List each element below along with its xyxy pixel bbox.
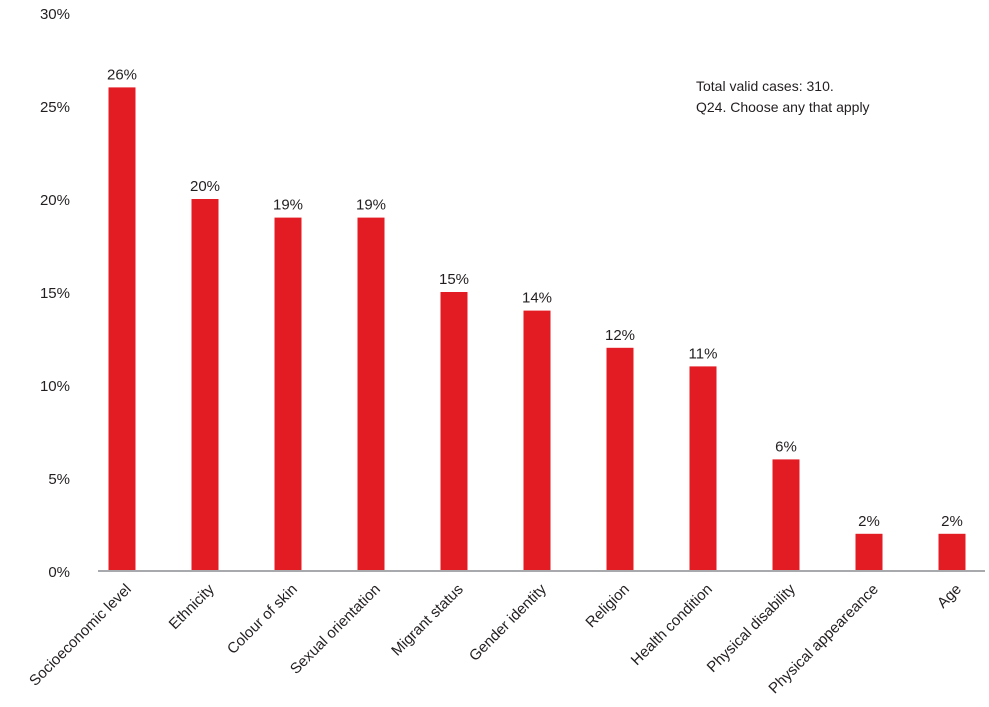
y-tick-label: 30% — [40, 6, 70, 23]
x-category-label: Colour of skin — [224, 581, 301, 658]
bar — [523, 310, 551, 571]
bar — [938, 533, 966, 571]
y-tick-label: 25% — [40, 99, 70, 116]
y-tick-label: 20% — [40, 192, 70, 209]
bars — [108, 87, 966, 572]
bar-value-label: 2% — [858, 513, 880, 530]
bar — [440, 292, 468, 571]
bar-value-label: 12% — [605, 327, 635, 344]
bar-value-label: 19% — [356, 197, 386, 214]
note-total-valid-cases: Total valid cases: 310. — [696, 78, 834, 94]
y-tick-label: 15% — [40, 285, 70, 302]
x-category-label: Gender identity — [466, 580, 550, 664]
note-question: Q24. Choose any that apply — [696, 99, 870, 115]
y-tick-label: 0% — [48, 564, 70, 581]
y-tick-label: 10% — [40, 378, 70, 395]
bar — [689, 366, 717, 571]
x-category-label: Health condition — [628, 581, 716, 669]
bar — [357, 217, 385, 571]
bar-value-label: 11% — [689, 345, 718, 362]
bar — [191, 199, 219, 571]
bar — [108, 87, 136, 572]
bar-value-label: 20% — [190, 178, 220, 195]
data-labels: 26% 20% 19% 19% 15% 14% 12% 11% 6% 2% 2% — [107, 66, 963, 529]
bar — [855, 533, 883, 571]
bar — [274, 217, 302, 571]
bar-value-label: 14% — [522, 290, 552, 307]
x-category-label: Ethnicity — [166, 580, 218, 632]
x-category-label: Socioeconomic level — [26, 581, 135, 690]
bar-value-label: 6% — [775, 438, 797, 455]
bar-value-label: 19% — [273, 197, 303, 214]
x-category-label: Migrant status — [388, 581, 467, 660]
x-category-label: Age — [934, 581, 965, 612]
bar — [772, 459, 800, 571]
bar-value-label: 15% — [439, 271, 469, 288]
x-category-label: Religion — [582, 581, 632, 631]
y-tick-label: 5% — [48, 471, 70, 488]
bar-value-label: 2% — [941, 513, 963, 530]
bar-value-label: 26% — [107, 66, 137, 83]
y-axis-ticks: 0% 5% 10% 15% 20% 25% 30% — [40, 6, 70, 581]
x-category-label: Physical disability — [704, 580, 799, 675]
bar — [606, 347, 634, 571]
x-category-label: Sexual orientation — [287, 581, 384, 678]
x-axis-category-labels: Socioeconomic level Ethnicity Colour of sk… — [26, 580, 965, 697]
